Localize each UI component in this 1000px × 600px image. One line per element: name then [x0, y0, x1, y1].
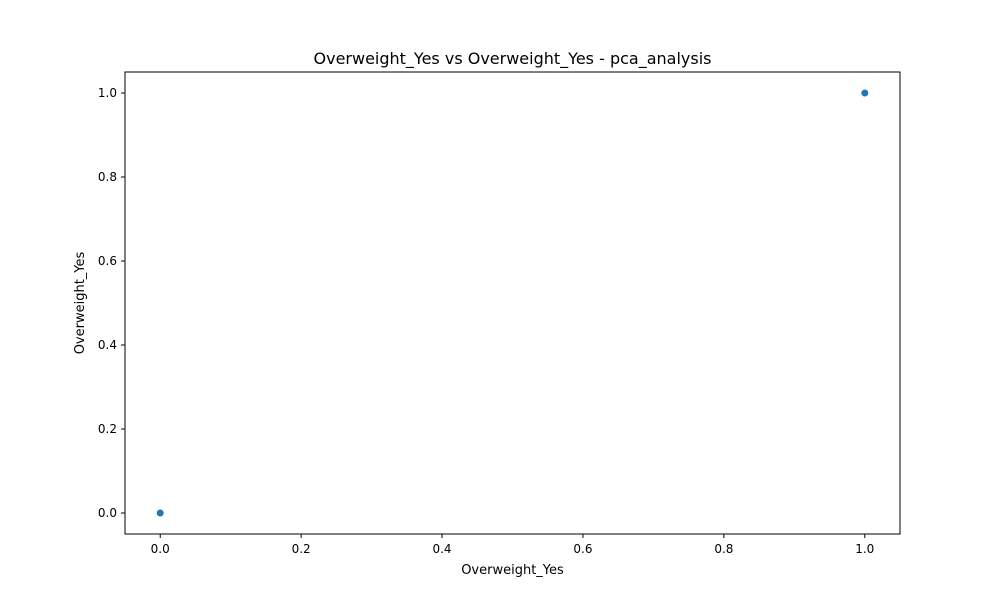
scatter-point: [156, 509, 164, 517]
data-points: [156, 89, 869, 517]
x-tick-label: 0.4: [432, 542, 451, 556]
y-axis-label: Overweight_Yes: [73, 251, 88, 354]
y-axis-ticks: 0.0 0.2 0.4 0.6 0.8 1.0: [98, 86, 125, 520]
y-tick-label: 0.2: [98, 422, 117, 436]
y-tick-label: 1.0: [98, 86, 117, 100]
x-axis-ticks: 0.0 0.2 0.4 0.6 0.8 1.0: [151, 534, 874, 556]
x-tick-label: 0.6: [573, 542, 592, 556]
plot-frame: [124, 71, 901, 535]
x-tick-label: 1.0: [855, 542, 874, 556]
x-axis-label: Overweight_Yes: [461, 563, 564, 578]
y-tick-label: 0.6: [98, 254, 117, 268]
y-tick-label: 0.0: [98, 506, 117, 520]
x-tick-label: 0.0: [151, 542, 170, 556]
y-tick-label: 0.8: [98, 170, 117, 184]
chart-title: Overweight_Yes vs Overweight_Yes - pca_a…: [314, 49, 712, 69]
plot-area: [124, 71, 901, 535]
x-tick-label: 0.2: [292, 542, 311, 556]
scatter-point: [861, 89, 869, 97]
x-tick-label: 0.8: [714, 542, 733, 556]
y-tick-label: 0.4: [98, 338, 117, 352]
